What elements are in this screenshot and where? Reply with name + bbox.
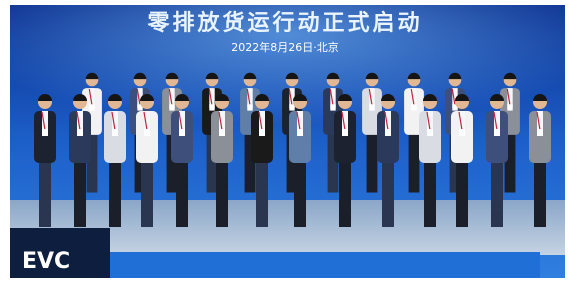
legs bbox=[424, 157, 436, 227]
badge bbox=[247, 104, 252, 110]
badge bbox=[494, 129, 500, 136]
legs bbox=[491, 157, 503, 227]
badge bbox=[42, 129, 48, 136]
legs bbox=[456, 157, 468, 227]
badge bbox=[330, 104, 335, 110]
logo-text: EVC bbox=[22, 249, 70, 274]
backdrop-date: 2022年8月26日·北京 bbox=[231, 40, 339, 54]
badge bbox=[369, 104, 374, 110]
badge bbox=[507, 104, 512, 110]
legs bbox=[39, 157, 51, 227]
legs bbox=[294, 157, 306, 227]
badge bbox=[89, 104, 94, 110]
badge bbox=[169, 104, 174, 110]
backdrop-title: 零排放货运行动正式启动 bbox=[146, 10, 422, 36]
badge bbox=[342, 129, 348, 136]
legs bbox=[339, 157, 351, 227]
badge bbox=[144, 129, 150, 136]
badge bbox=[112, 129, 118, 136]
badge bbox=[209, 104, 214, 110]
legs bbox=[256, 157, 268, 227]
badge bbox=[219, 129, 225, 136]
stage-front bbox=[110, 252, 540, 278]
page: {"backdrop": {"title": "零排放货运行动正式启动", "d… bbox=[0, 0, 569, 281]
legs bbox=[109, 157, 121, 227]
legs bbox=[409, 130, 420, 193]
badge bbox=[411, 104, 416, 110]
photo: 零排放货运行动正式启动 2022年8月26日·北京 EVC bbox=[0, 0, 569, 281]
badge bbox=[427, 129, 433, 136]
legs bbox=[382, 157, 394, 227]
badge bbox=[77, 129, 83, 136]
legs bbox=[141, 157, 153, 227]
badge bbox=[259, 129, 265, 136]
legs bbox=[74, 157, 86, 227]
legs bbox=[216, 157, 228, 227]
badge bbox=[179, 129, 185, 136]
badge bbox=[297, 129, 303, 136]
legs bbox=[176, 157, 188, 227]
badge bbox=[459, 129, 465, 136]
badge bbox=[385, 129, 391, 136]
badge bbox=[537, 129, 543, 136]
legs bbox=[534, 157, 546, 227]
legs bbox=[367, 130, 378, 193]
